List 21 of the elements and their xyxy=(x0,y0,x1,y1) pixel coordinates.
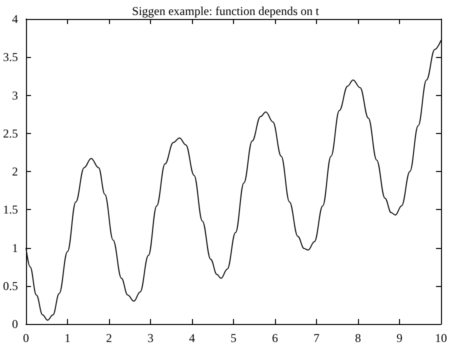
x-tick-label: 9 xyxy=(396,331,402,344)
x-tick-label: 6 xyxy=(272,331,278,344)
x-tick-label: 5 xyxy=(230,331,236,344)
chart-title: Siggen example: function depends on t xyxy=(132,4,320,18)
y-tick-label: 1.5 xyxy=(3,202,18,217)
y-tick-label: 2.5 xyxy=(3,126,18,140)
y-tick-label: 3 xyxy=(12,88,18,102)
x-tick-label: 7 xyxy=(314,331,320,344)
x-tick-label: 10 xyxy=(435,331,447,344)
y-tick-label: 0 xyxy=(12,317,18,331)
x-tick-label: 8 xyxy=(355,331,361,344)
y-tick-label: 2 xyxy=(12,164,18,178)
x-tick-label: 4 xyxy=(189,331,195,344)
y-tick-label: 3.5 xyxy=(3,50,18,64)
x-tick-label: 3 xyxy=(148,331,154,344)
y-tick-label: 1 xyxy=(12,240,18,255)
x-tick-label: 2 xyxy=(106,331,112,344)
x-tick-label: 0 xyxy=(23,331,29,344)
y-tick-label: 0.5 xyxy=(3,278,18,293)
y-tick-label: 4 xyxy=(12,12,18,26)
x-tick-label: 1 xyxy=(64,331,70,344)
